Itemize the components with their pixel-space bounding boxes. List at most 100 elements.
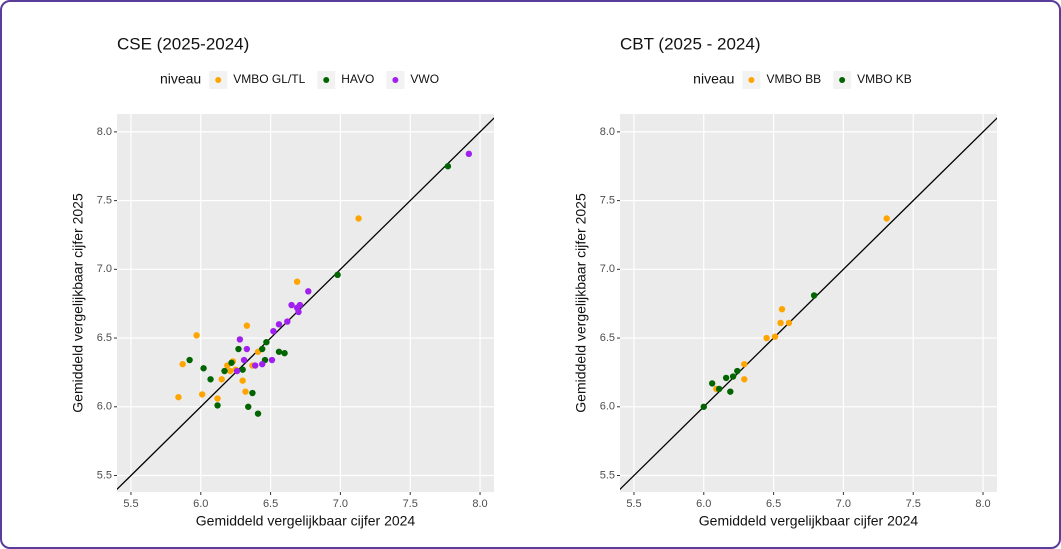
y-tick-label: 6.5 [600, 332, 615, 344]
data-point [355, 215, 362, 222]
data-point [249, 389, 256, 397]
data-point [715, 385, 723, 393]
data-point [239, 366, 246, 373]
y-tick-label: 5.5 [97, 469, 112, 481]
data-point [281, 349, 288, 357]
legend-label: VMBO KB [857, 72, 912, 86]
y-tick-label: 6.5 [97, 332, 112, 344]
data-point [240, 356, 248, 364]
legend-marker [839, 77, 846, 83]
x-tick-label: 6.5 [766, 498, 781, 510]
data-point [444, 163, 452, 170]
data-point [236, 336, 244, 343]
x-tick-label: 6.0 [193, 498, 208, 510]
chart-title: CSE (2025-2024) [117, 34, 249, 53]
data-point [193, 332, 200, 339]
reference-line [620, 117, 997, 491]
data-point [245, 403, 252, 410]
data-point [763, 334, 770, 342]
data-point [785, 319, 793, 327]
legend-title: niveau [160, 71, 201, 87]
x-tick-label: 7.5 [906, 498, 921, 510]
legend: niveau VMBO GL/TL HAVO VWO [160, 71, 439, 89]
legend-label: VWO [410, 72, 439, 86]
data-point [207, 376, 214, 383]
data-point [284, 318, 291, 325]
data-point [179, 360, 186, 368]
x-tick-label: 7.5 [403, 498, 418, 510]
x-tick-label: 7.0 [333, 498, 348, 510]
data-point [243, 345, 251, 353]
data-point [722, 374, 730, 382]
legend-label: HAVO [341, 72, 374, 86]
data-point [175, 393, 182, 401]
data-point [741, 376, 748, 383]
data-point [734, 367, 741, 375]
y-tick-label: 8.0 [97, 126, 112, 138]
x-tick-label: 7.0 [836, 498, 851, 510]
data-point [465, 150, 473, 158]
data-point [235, 345, 242, 353]
y-axis-label: Gemiddeld vergelijkbaar cijfer 2025 [70, 193, 86, 413]
data-point [270, 327, 277, 335]
x-tick-label: 8.0 [975, 498, 990, 510]
data-point [275, 321, 283, 328]
data-point [200, 365, 207, 372]
data-point [239, 377, 246, 384]
data-point [305, 288, 312, 295]
y-tick-label: 7.5 [600, 195, 615, 207]
data-point [186, 356, 193, 364]
data-point [263, 338, 270, 346]
data-point [259, 345, 266, 353]
data-point [777, 319, 784, 327]
data-point [228, 359, 235, 366]
chart-title: CBT (2025 - 2024) [620, 34, 760, 53]
legend-label: VMBO GL/TL [233, 72, 305, 86]
data-point [741, 360, 748, 368]
data-point [275, 348, 283, 355]
y-tick-label: 7.0 [600, 263, 615, 275]
data-point [268, 356, 276, 364]
data-point [778, 305, 786, 313]
reference-line [117, 117, 494, 491]
legend-marker [215, 77, 222, 83]
data-point [288, 301, 295, 309]
y-tick-label: 6.0 [600, 401, 615, 413]
legend: niveau VMBO BB VMBO KB [693, 71, 912, 89]
x-tick-label: 5.5 [123, 498, 138, 510]
data-point [214, 395, 221, 402]
x-tick-label: 6.5 [263, 498, 278, 510]
y-tick-label: 8.0 [600, 126, 615, 138]
y-tick-label: 7.5 [97, 195, 112, 207]
data-point [295, 308, 302, 316]
y-tick-label: 7.0 [97, 263, 112, 275]
data-point [259, 360, 266, 368]
y-axis-label: Gemiddeld vergelijkbaar cijfer 2025 [573, 193, 589, 413]
data-point [221, 367, 228, 375]
data-point [198, 391, 206, 398]
data-point [252, 362, 259, 369]
x-axis-label: Gemiddeld vergelijkbaar cijfer 2024 [196, 513, 416, 529]
legend-marker [392, 77, 399, 83]
data-point [810, 292, 818, 299]
data-point [226, 367, 234, 375]
data-point [254, 410, 262, 417]
data-point [293, 278, 301, 285]
legend-title: niveau [693, 71, 734, 87]
legend-marker [748, 77, 755, 83]
x-tick-label: 6.0 [696, 498, 711, 510]
data-point [883, 215, 890, 222]
data-point [334, 271, 341, 279]
legend-marker [323, 77, 330, 83]
data-point [296, 301, 304, 309]
data-point [771, 333, 779, 340]
data-point [727, 388, 734, 395]
data-point [243, 322, 251, 329]
data-point [700, 403, 707, 410]
x-tick-label: 8.0 [472, 498, 487, 510]
data-point [214, 402, 221, 409]
x-tick-label: 5.5 [626, 498, 641, 510]
data-point [218, 376, 225, 383]
